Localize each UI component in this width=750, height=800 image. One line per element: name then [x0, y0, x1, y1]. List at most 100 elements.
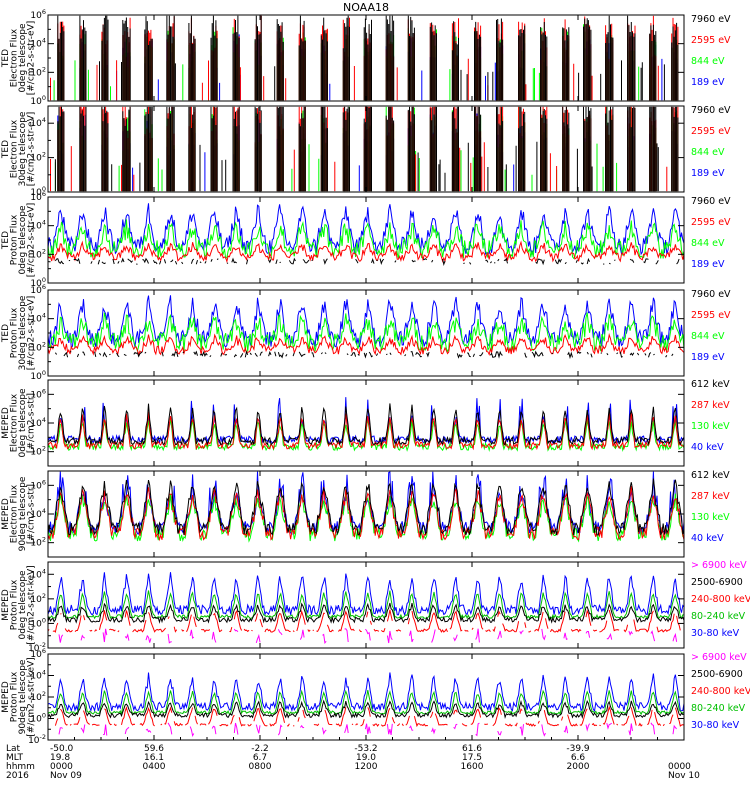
- ylabel-line: Electron Flux: [10, 28, 20, 87]
- series-3-1: [48, 257, 680, 266]
- ylabel-line: Electron Flux: [10, 119, 20, 178]
- series-2-1: [54, 106, 679, 192]
- xinfo-value: 6.6: [571, 753, 586, 763]
- legend-entry: 7960 eV: [691, 289, 731, 300]
- ylabel-line: 90deg telescope: [18, 659, 28, 734]
- xinfo-row-label: MLT: [6, 753, 24, 763]
- xinfo-value: 1600: [461, 762, 484, 772]
- legend-entry: > 6900 keV: [691, 652, 747, 663]
- ylabel-line: 0deg telescope: [18, 205, 28, 275]
- series-4-2: [48, 332, 684, 357]
- ylabel-line: 0deg telescope: [18, 388, 28, 458]
- ylabel-line: TED: [1, 140, 11, 159]
- legend-entry: 130 keV: [691, 512, 730, 523]
- ylabel-line: [#/cm2-s-str]: [27, 393, 37, 453]
- xinfo-value: 0800: [249, 762, 272, 772]
- xinfo-value: 59.6: [144, 744, 164, 754]
- ylabel-line: 90deg telescope: [18, 476, 28, 551]
- legend-entry: 80-240 keV: [691, 611, 746, 622]
- xinfo-value: -39.9: [566, 744, 590, 754]
- xinfo-value: -53.2: [354, 744, 377, 754]
- ylabel-line: Electron Flux: [10, 393, 20, 452]
- legend-entry: 612 keV: [691, 379, 730, 390]
- xinfo-row-label: 2016: [6, 771, 29, 781]
- xinfo-value: Nov 10: [668, 771, 700, 781]
- xinfo-row-label: hhmm: [6, 762, 35, 772]
- ylabel-line: Proton Flux: [10, 671, 20, 722]
- legend-entry: 2595 eV: [691, 126, 731, 137]
- legend-entry: 2500-6900: [691, 577, 743, 588]
- ylabel-line: 0deg telescope: [18, 570, 28, 640]
- legend-entry: 2595 eV: [691, 35, 731, 46]
- series-4-3: [48, 312, 684, 354]
- series-8-1: [58, 722, 677, 737]
- panel-frame: [47, 289, 685, 377]
- ylabel-line: TED: [1, 324, 11, 343]
- xinfo-value: 1200: [355, 762, 378, 772]
- legend-entry: 7960 eV: [691, 196, 731, 207]
- series-7-1: [58, 628, 678, 644]
- legend-entry: 80-240 keV: [691, 703, 746, 714]
- ylabel-line: [#/cm2-s-str-eV]: [27, 21, 37, 96]
- xinfo-value: 19.8: [50, 753, 70, 763]
- legend-entry: 287 keV: [691, 491, 730, 502]
- ylabel-line: MEPED: [1, 681, 11, 713]
- ylabel-line: 30deg telescope: [18, 295, 28, 370]
- series-4-4: [48, 295, 684, 349]
- xinfo-value: Nov 09: [50, 771, 82, 781]
- xinfo-value: -50.0: [50, 744, 74, 754]
- xinfo-row-label: Lat: [6, 744, 21, 754]
- series-7-4: [48, 590, 684, 620]
- legend-entry: 612 keV: [691, 470, 730, 481]
- legend-entry: 189 eV: [691, 259, 725, 270]
- ylabel-line: Proton Flux: [10, 579, 20, 630]
- legend-entry: 40 keV: [691, 442, 724, 453]
- ylabel-line: MEPED: [1, 407, 11, 439]
- series-1-1: [57, 15, 679, 101]
- legend-entry: 40 keV: [691, 533, 724, 544]
- series-8-4: [48, 689, 684, 716]
- legend-entry: 287 keV: [691, 400, 730, 411]
- ylabel-line: Electron Flux: [10, 484, 20, 543]
- xinfo-value: -2.2: [251, 744, 269, 754]
- ylabel-line: MEPED: [1, 589, 11, 621]
- ylabel-line: [#/cm2-s-str]: [27, 484, 37, 544]
- xinfo-value: 0400: [143, 762, 166, 772]
- legend-entry: 30-80 keV: [691, 720, 740, 731]
- legend-entry: 30-80 keV: [691, 628, 740, 639]
- series-3-3: [48, 219, 684, 260]
- legend-entry: 844 eV: [691, 147, 725, 158]
- legend-entry: 189 eV: [691, 168, 725, 179]
- series-3-2: [48, 240, 684, 264]
- xinfo-value: 61.6: [462, 744, 482, 754]
- ylabel-line: [#/cm2-s-str-eV]: [27, 112, 37, 187]
- legend-entry: 2595 eV: [691, 310, 731, 321]
- ylabel-line: TED: [1, 49, 11, 68]
- legend-entry: 240-800 keV: [691, 686, 750, 697]
- ylabel-line: MEPED: [1, 498, 11, 530]
- legend-entry: 844 eV: [691, 238, 725, 249]
- series-8-5: [48, 672, 684, 713]
- legend-entry: 130 keV: [691, 421, 730, 432]
- series-6-1: [48, 478, 684, 536]
- ytick-label: 106: [30, 8, 46, 21]
- series-5-1: [48, 403, 684, 447]
- ylabel-line: Proton Flux: [10, 307, 20, 358]
- series-4-1: [55, 352, 684, 358]
- legend-entry: 7960 eV: [691, 105, 731, 116]
- legend-entry: 2500-6900: [691, 669, 743, 680]
- xinfo-value: 2000: [567, 762, 590, 772]
- legend-entry: 240-800 keV: [691, 594, 750, 605]
- legend-entry: 7960 eV: [691, 14, 731, 25]
- ylabel-line: Proton Flux: [10, 214, 20, 265]
- legend-entry: 2595 eV: [691, 217, 731, 228]
- series-5-2: [48, 411, 684, 451]
